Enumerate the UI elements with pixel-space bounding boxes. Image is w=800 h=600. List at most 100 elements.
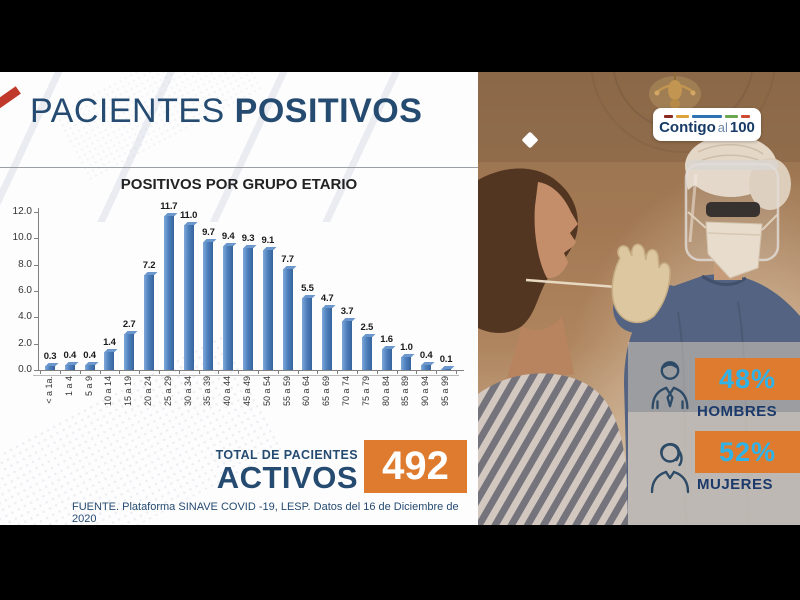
- bar-value-label: 5.5: [301, 282, 314, 294]
- bar: [381, 348, 392, 370]
- source-footnote: FUENTE. Plataforma SINAVE COVID -19, LES…: [72, 501, 459, 525]
- total-value-badge: 492: [364, 440, 467, 493]
- bar: [322, 308, 333, 370]
- patient-figure: [478, 168, 630, 525]
- x-axis-category-label: < a 1a.: [44, 376, 54, 404]
- bar-value-label: 0.4: [63, 349, 77, 361]
- x-axis-category-label: 65 a 69: [321, 376, 332, 407]
- bar: [64, 364, 75, 370]
- x-axis-category-label: 15 a 19: [123, 376, 134, 407]
- hombres-percentage-badge: 48%: [695, 358, 800, 400]
- bar: [361, 337, 372, 370]
- x-axis-tick-mark: [79, 370, 81, 374]
- diagonal-stripes-decoration: [0, 72, 430, 222]
- x-axis-category-label: 70 a 74: [341, 376, 351, 407]
- x-axis-category-label: 50 a 54: [261, 376, 272, 407]
- bar-value-label: 11.0: [180, 210, 198, 222]
- bar-value-label: 3.7: [340, 306, 354, 318]
- y-axis-tick-label: 2.0: [18, 337, 32, 349]
- x-axis-tick-mark: [158, 370, 160, 374]
- bar-value-label: 0.3: [43, 351, 57, 363]
- woman-icon: [650, 443, 690, 494]
- bar-value-label: 7.2: [142, 260, 156, 272]
- x-axis-tick-mark: [416, 370, 418, 374]
- chart-3d-floor-line: [33, 375, 459, 376]
- x-axis-tick-mark: [436, 370, 438, 374]
- bar: [104, 351, 115, 370]
- x-axis-category-label: 60 a 64: [301, 376, 312, 407]
- x-axis-tick-mark: [99, 370, 101, 374]
- x-axis-category-label: 55 a 59: [281, 376, 292, 407]
- page-title-bold: POSITIVOS: [234, 92, 423, 130]
- x-axis-tick-mark: [337, 370, 339, 374]
- y-axis-tick-mark: [34, 343, 38, 345]
- total-label-line2: ACTIVOS: [216, 460, 358, 495]
- bar-value-label: 0.4: [83, 349, 96, 361]
- bar: [441, 368, 451, 370]
- x-axis-category-label: 1 a 4: [63, 376, 74, 397]
- bar: [421, 364, 432, 370]
- bar: [302, 297, 313, 370]
- bar-value-label: 7.7: [281, 253, 294, 265]
- logo-dash: [741, 114, 750, 118]
- x-axis-category-label: 85 a 89: [400, 376, 411, 407]
- x-axis-tick-mark: [455, 370, 457, 374]
- chart-title: POSITIVOS POR GRUPO ETARIO: [120, 176, 358, 193]
- x-axis-category-label: 40 a 44: [222, 376, 233, 407]
- x-axis-line: [38, 370, 464, 371]
- photo-panel: Contigo al 100 48% HOMBRES: [478, 72, 800, 525]
- x-axis-category-label: 90 a 94: [420, 376, 431, 407]
- x-axis-category-label: 75 a 79: [360, 376, 371, 407]
- x-axis-category-label: 5 a 9: [83, 376, 94, 397]
- logo-dash: [664, 114, 673, 118]
- logo-dash: [676, 114, 689, 118]
- bar-value-label: 4.7: [320, 293, 334, 305]
- logo-word-contigo: Contigo: [659, 118, 716, 136]
- content-frame: PACIENTES POSITIVOS POSITIVOS POR GRUPO …: [0, 72, 800, 525]
- bar: [163, 215, 174, 370]
- bar-value-label: 9.1: [261, 235, 275, 247]
- x-axis-tick-mark: [277, 370, 279, 374]
- y-axis-line: [38, 208, 39, 370]
- bar-value-label: 1.4: [103, 336, 116, 348]
- bar: [45, 366, 55, 370]
- bar: [243, 247, 253, 370]
- y-axis-tick-label: 0.0: [18, 364, 32, 375]
- bar: [183, 225, 194, 370]
- x-axis-tick-mark: [356, 370, 358, 374]
- hombres-label: HOMBRES: [697, 403, 778, 420]
- logo-dash: [692, 114, 722, 118]
- y-axis-tick-mark: [34, 370, 38, 371]
- bar: [203, 242, 214, 370]
- bar-chart: POSITIVOS POR GRUPO ETARIO 0.0 2.0 4.0 6.0 8…: [0, 168, 478, 438]
- x-axis-tick-mark: [139, 370, 141, 374]
- y-axis-tick-label: 12.0: [12, 206, 32, 217]
- x-axis-tick-mark: [257, 370, 259, 374]
- title-divider: [0, 167, 478, 168]
- y-axis-tick-mark: [34, 238, 38, 240]
- x-axis-tick-mark: [198, 370, 200, 374]
- x-axis-category-label: 80 a 84: [380, 376, 391, 407]
- logo-word-al: al: [717, 119, 728, 135]
- x-axis-category-label: 35 a 39: [202, 376, 213, 407]
- bar: [282, 268, 293, 370]
- x-axis-tick-mark: [238, 370, 240, 374]
- man-icon: [651, 361, 689, 410]
- page-title: PACIENTES POSITIVOS: [30, 92, 422, 131]
- chandelier: [649, 72, 701, 112]
- bar: [223, 246, 234, 370]
- bar-value-label: 0.1: [439, 353, 453, 365]
- page-title-regular: PACIENTES: [30, 92, 225, 130]
- bar: [262, 250, 273, 370]
- y-axis-tick-mark: [34, 264, 38, 266]
- y-axis-tick-label: 4.0: [18, 311, 32, 323]
- bar-value-label: 0.4: [419, 349, 433, 361]
- x-axis-category-label: 95 a 99: [440, 376, 450, 407]
- bar: [124, 334, 135, 370]
- bar-value-label: 11.7: [160, 200, 178, 212]
- x-axis-tick-mark: [178, 370, 180, 374]
- x-axis-category-label: 10 a 14: [103, 376, 114, 407]
- bar-value-label: 1.0: [400, 341, 413, 353]
- y-axis-tick-mark: [34, 291, 38, 292]
- logo-word-100: 100: [729, 118, 755, 136]
